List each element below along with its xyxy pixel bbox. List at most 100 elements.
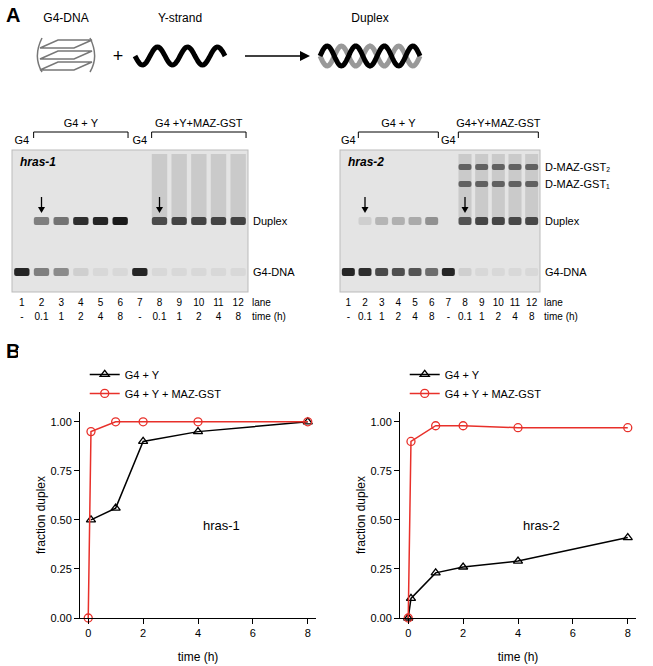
svg-text:2: 2 <box>196 311 202 322</box>
svg-text:-: - <box>20 311 23 322</box>
svg-text:G4-DNA: G4-DNA <box>545 266 587 278</box>
svg-text:0.25: 0.25 <box>50 563 71 575</box>
svg-text:7: 7 <box>137 297 143 308</box>
svg-text:time (h): time (h) <box>178 650 219 664</box>
svg-text:8: 8 <box>529 311 535 322</box>
svg-text:2: 2 <box>78 311 84 322</box>
svg-text:D-MAZ-GST₂: D-MAZ-GST₂ <box>545 161 610 173</box>
svg-text:4: 4 <box>98 311 104 322</box>
svg-text:2: 2 <box>140 627 146 639</box>
svg-text:0.75: 0.75 <box>370 465 391 477</box>
svg-text:fraction duplex: fraction duplex <box>34 476 48 554</box>
svg-text:4: 4 <box>512 311 518 322</box>
svg-text:9: 9 <box>479 297 485 308</box>
svg-text:0.25: 0.25 <box>370 563 391 575</box>
svg-text:0.00: 0.00 <box>370 612 391 624</box>
svg-text:G4: G4 <box>14 134 29 146</box>
svg-text:G4+Y+MAZ-GST: G4+Y+MAZ-GST <box>456 117 541 129</box>
svg-text:0.50: 0.50 <box>50 514 71 526</box>
svg-text:1: 1 <box>379 311 385 322</box>
svg-text:fraction duplex: fraction duplex <box>354 476 368 554</box>
svg-text:G4 + Y: G4 + Y <box>381 117 416 129</box>
svg-text:G4 + Y: G4 + Y <box>445 369 480 381</box>
svg-text:6: 6 <box>570 627 576 639</box>
svg-text:2: 2 <box>362 297 368 308</box>
svg-text:Y-strand: Y-strand <box>158 11 202 25</box>
svg-text:12: 12 <box>233 297 245 308</box>
svg-text:5: 5 <box>412 297 418 308</box>
svg-text:0.1: 0.1 <box>458 311 472 322</box>
svg-text:G4 +Y+MAZ-GST: G4 +Y+MAZ-GST <box>155 117 243 129</box>
svg-text:4: 4 <box>195 627 201 639</box>
svg-text:time (h): time (h) <box>498 650 539 664</box>
svg-text:G4-DNA: G4-DNA <box>253 266 295 278</box>
svg-text:0: 0 <box>85 627 91 639</box>
svg-text:Duplex: Duplex <box>351 11 388 25</box>
svg-text:1: 1 <box>176 311 182 322</box>
svg-text:8: 8 <box>117 311 123 322</box>
svg-text:4: 4 <box>396 297 402 308</box>
svg-text:0.50: 0.50 <box>370 514 391 526</box>
svg-text:10: 10 <box>493 297 505 308</box>
svg-text:6: 6 <box>117 297 123 308</box>
svg-text:5: 5 <box>98 297 104 308</box>
svg-text:0.1: 0.1 <box>358 311 372 322</box>
svg-text:1: 1 <box>58 311 64 322</box>
svg-text:time (h): time (h) <box>544 311 578 322</box>
svg-text:G4 + Y: G4 + Y <box>64 117 99 129</box>
svg-text:Duplex: Duplex <box>545 215 580 227</box>
svg-text:G4: G4 <box>132 134 147 146</box>
svg-text:2: 2 <box>39 297 45 308</box>
svg-text:1: 1 <box>479 311 485 322</box>
svg-text:G4 + Y + MAZ-GST: G4 + Y + MAZ-GST <box>445 388 541 400</box>
svg-text:-: - <box>447 311 450 322</box>
svg-text:-: - <box>347 311 350 322</box>
svg-text:A: A <box>6 4 20 26</box>
svg-text:6: 6 <box>429 297 435 308</box>
svg-text:lane: lane <box>544 297 563 308</box>
svg-text:lane: lane <box>252 297 271 308</box>
svg-text:hras-2: hras-2 <box>523 518 560 533</box>
svg-text:4: 4 <box>412 311 418 322</box>
svg-text:G4: G4 <box>341 134 356 146</box>
svg-text:time (h): time (h) <box>252 311 286 322</box>
svg-text:1: 1 <box>19 297 25 308</box>
svg-text:10: 10 <box>193 297 205 308</box>
svg-text:4: 4 <box>78 297 84 308</box>
svg-text:0.00: 0.00 <box>50 612 71 624</box>
svg-text:12: 12 <box>526 297 538 308</box>
svg-text:G4 + Y: G4 + Y <box>125 369 160 381</box>
svg-text:0.1: 0.1 <box>35 311 49 322</box>
svg-text:1.00: 1.00 <box>50 416 71 428</box>
svg-text:7: 7 <box>446 297 452 308</box>
svg-text:G4-DNA: G4-DNA <box>43 11 88 25</box>
svg-text:8: 8 <box>235 311 241 322</box>
svg-text:8: 8 <box>625 627 631 639</box>
svg-text:2: 2 <box>496 311 502 322</box>
svg-text:+: + <box>113 46 124 66</box>
svg-text:8: 8 <box>429 311 435 322</box>
svg-text:1: 1 <box>346 297 352 308</box>
svg-text:0.75: 0.75 <box>50 465 71 477</box>
svg-text:4: 4 <box>216 311 222 322</box>
svg-text:2: 2 <box>396 311 402 322</box>
svg-text:0: 0 <box>405 627 411 639</box>
svg-text:Duplex: Duplex <box>253 215 288 227</box>
svg-text:8: 8 <box>305 627 311 639</box>
svg-text:2: 2 <box>460 627 466 639</box>
svg-text:-: - <box>138 311 141 322</box>
svg-text:1.00: 1.00 <box>370 416 391 428</box>
svg-text:3: 3 <box>58 297 64 308</box>
svg-text:11: 11 <box>510 297 521 308</box>
svg-text:9: 9 <box>176 297 182 308</box>
svg-text:G4: G4 <box>441 134 456 146</box>
svg-text:3: 3 <box>379 297 385 308</box>
svg-text:0.1: 0.1 <box>153 311 167 322</box>
svg-text:hras-1: hras-1 <box>203 518 240 533</box>
svg-text:6: 6 <box>250 627 256 639</box>
svg-text:4: 4 <box>515 627 521 639</box>
svg-text:11: 11 <box>213 297 224 308</box>
svg-text:8: 8 <box>462 297 468 308</box>
svg-text:D-MAZ-GST₁: D-MAZ-GST₁ <box>545 178 610 190</box>
svg-text:G4 + Y + MAZ-GST: G4 + Y + MAZ-GST <box>125 388 221 400</box>
